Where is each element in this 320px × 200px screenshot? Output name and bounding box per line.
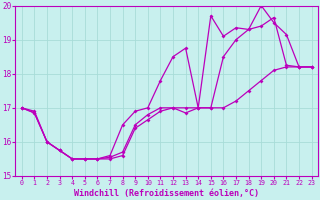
X-axis label: Windchill (Refroidissement éolien,°C): Windchill (Refroidissement éolien,°C)	[74, 189, 259, 198]
